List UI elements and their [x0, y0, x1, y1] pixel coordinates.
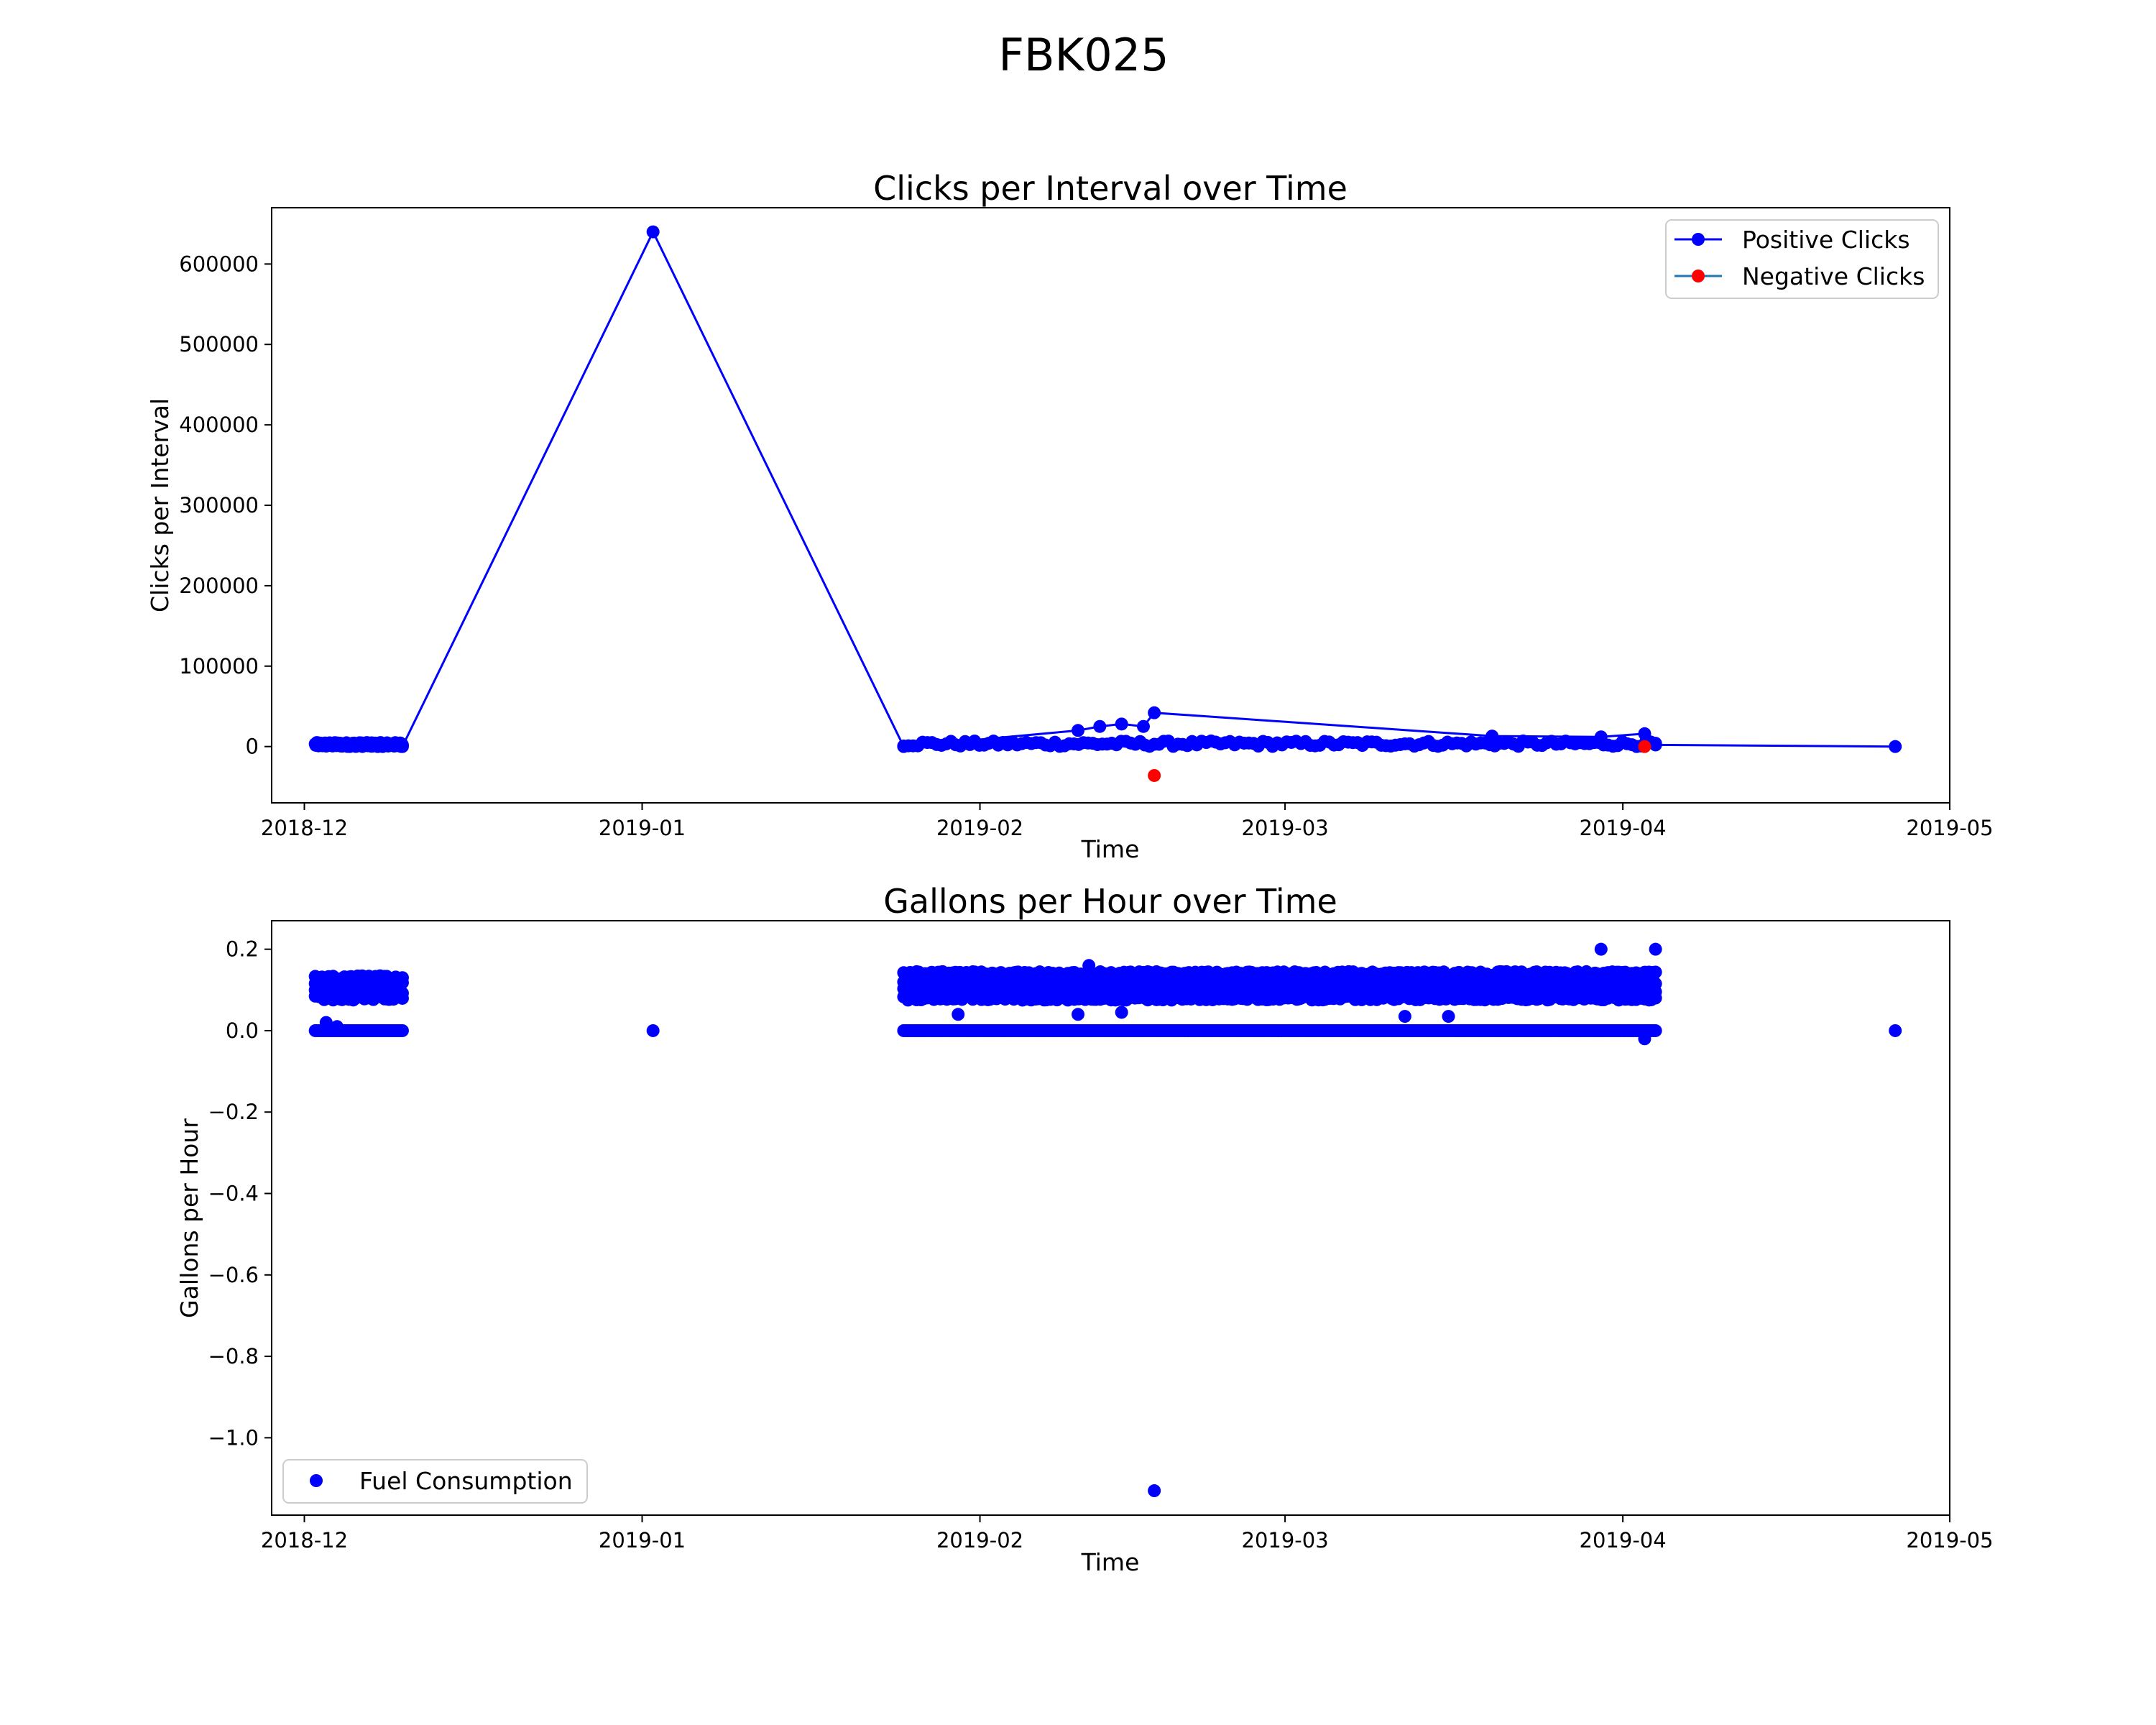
gallons-chart-frame	[271, 920, 1950, 1516]
gallons-y-tick-label: −0.2	[208, 1100, 259, 1124]
gallons-chart-title: Gallons per Hour over Time	[883, 882, 1337, 921]
negative-clicks-point	[1148, 768, 1161, 782]
fuel-consumption-legend-label: Fuel Consumption	[359, 1467, 573, 1495]
gallons-y-tick-label: 0.0	[226, 1018, 259, 1043]
fuel-consumption-point	[1889, 1024, 1902, 1037]
gallons-y-tick-label: −1.0	[208, 1425, 259, 1450]
positive-clicks-point	[897, 740, 911, 753]
positive-clicks-point	[1638, 727, 1651, 740]
fuel-consumption-point	[319, 1016, 333, 1029]
fuel-consumption-point	[646, 1024, 660, 1037]
fuel-consumption-point	[1148, 1484, 1161, 1498]
gallons-chart-x-label: Time	[1081, 1548, 1140, 1576]
positive-clicks-line	[401, 229, 1896, 748]
clicks-y-tick-label: 100000	[179, 654, 259, 678]
gallons-x-tick-label: 2019-02	[936, 1528, 1023, 1552]
clicks-y-tick-label: 300000	[179, 493, 259, 518]
fuel-consumption-point	[1649, 977, 1662, 990]
figure-title: FBK025	[998, 29, 1169, 81]
gallons-chart: Gallons per Hour over Time Time Gallons …	[175, 882, 1950, 1576]
clicks-chart-legend: Positive Clicks Negative Clicks	[1665, 219, 1939, 299]
positive-clicks-point	[1889, 740, 1902, 753]
fuel-consumption-point	[1649, 965, 1662, 979]
fuel-consumption-point	[330, 1020, 344, 1034]
positive-clicks-point	[1148, 706, 1161, 719]
negative-clicks-legend-label: Negative Clicks	[1742, 262, 1925, 290]
fuel-consumption-point	[1649, 942, 1662, 956]
clicks-chart: Clicks per Interval over Time Time Click…	[146, 169, 1950, 863]
gallons-y-tick-label: −0.6	[208, 1263, 259, 1287]
clicks-chart-x-label: Time	[1081, 835, 1140, 863]
positive-clicks-point	[1485, 730, 1499, 743]
positive-clicks-point	[1136, 719, 1150, 733]
positive-clicks-point	[1093, 719, 1107, 733]
gallons-x-tick-label: 2019-04	[1580, 1528, 1667, 1552]
gallons-y-tick-label: −0.8	[208, 1344, 259, 1368]
gallons-y-tick-label: −0.4	[208, 1182, 259, 1206]
gallons-x-tick-label: 2019-01	[599, 1528, 686, 1552]
fuel-consumption-point	[1072, 1008, 1085, 1021]
clicks-y-tick-label: 500000	[179, 332, 259, 356]
fuel-consumption-point	[952, 1008, 965, 1021]
positive-clicks-point	[1594, 730, 1608, 744]
clicks-legend-box	[1665, 219, 1939, 299]
clicks-y-tick-label: 0	[246, 735, 259, 759]
positive-clicks-point	[1115, 717, 1128, 731]
gallons-y-tick-label: 0.2	[226, 937, 259, 962]
fuel-consumption-point	[395, 971, 409, 985]
negative-clicks-point	[1638, 740, 1651, 753]
fuel-consumption-point	[1082, 959, 1096, 972]
fuel-consumption-point	[1398, 1010, 1411, 1024]
fuel-consumption-legend-marker	[310, 1474, 323, 1487]
fuel-consumption-point	[1115, 1006, 1128, 1019]
positive-clicks-legend-marker	[1692, 233, 1705, 246]
clicks-x-tick-label: 2019-04	[1580, 816, 1667, 840]
fuel-legend-box	[282, 1459, 588, 1504]
positive-clicks-point	[1072, 724, 1085, 737]
fuel-consumption-point	[395, 986, 409, 1000]
clicks-chart-y-label: Clicks per Interval	[146, 398, 174, 612]
clicks-x-tick-label: 2018-12	[261, 816, 348, 840]
positive-clicks-point	[395, 740, 409, 753]
clicks-x-tick-label: 2019-03	[1242, 816, 1329, 840]
clicks-y-tick-label: 200000	[179, 574, 259, 598]
clicks-x-tick-label: 2019-01	[599, 816, 686, 840]
gallons-x-tick-label: 2018-12	[261, 1528, 348, 1552]
fuel-consumption-point	[1638, 1032, 1651, 1046]
clicks-y-tick-label: 400000	[179, 413, 259, 437]
clicks-x-tick-label: 2019-02	[936, 816, 1023, 840]
clicks-chart-title: Clicks per Interval over Time	[873, 169, 1348, 208]
positive-clicks-point	[1649, 738, 1662, 752]
gallons-x-tick-label: 2019-05	[1906, 1528, 1993, 1552]
positive-clicks-legend-label: Positive Clicks	[1742, 226, 1910, 254]
gallons-chart-y-label: Gallons per Hour	[175, 1118, 203, 1318]
fuel-consumption-point	[1649, 1024, 1662, 1037]
positive-clicks-point	[646, 225, 660, 239]
fuel-consumption-point	[1594, 942, 1608, 956]
fuel-consumption-point	[1442, 1010, 1455, 1024]
fuel-consumption-point	[395, 1024, 409, 1037]
clicks-chart-plot-area	[308, 225, 1902, 782]
gallons-chart-legend: Fuel Consumption	[282, 1459, 588, 1504]
gallons-chart-plot-area	[308, 942, 1902, 1498]
gallons-x-tick-label: 2019-03	[1242, 1528, 1329, 1552]
clicks-y-tick-label: 600000	[179, 252, 259, 276]
clicks-x-tick-label: 2019-05	[1906, 816, 1993, 840]
negative-clicks-legend-marker	[1692, 270, 1705, 282]
